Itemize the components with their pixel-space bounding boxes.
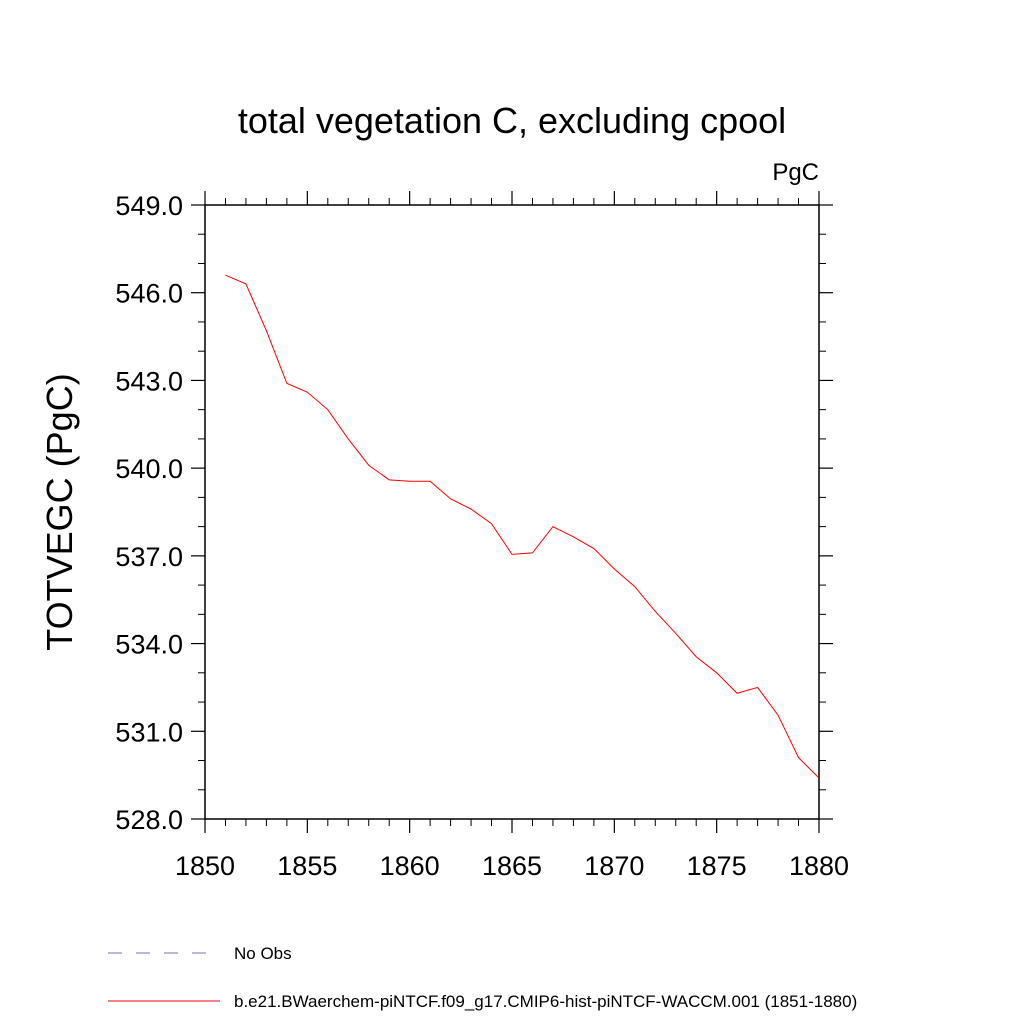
legend-label-no-obs: No Obs xyxy=(234,944,292,963)
series-layer xyxy=(225,274,820,779)
y-tick-label: 537.0 xyxy=(115,542,183,572)
chart-title: total vegetation C, excluding cpool xyxy=(238,100,786,141)
x-tick-label: 1870 xyxy=(584,851,644,881)
x-tick-label: 1880 xyxy=(789,851,849,881)
y-tick-label: 549.0 xyxy=(115,191,183,221)
x-tick-label: 1850 xyxy=(175,851,235,881)
series-line-0 xyxy=(225,274,820,779)
x-tick-label: 1865 xyxy=(482,851,542,881)
x-tick-label: 1855 xyxy=(277,851,337,881)
y-tick-label: 534.0 xyxy=(115,630,183,660)
y-tick-label: 531.0 xyxy=(115,717,183,747)
y-tick-label: 528.0 xyxy=(115,805,183,835)
y-axis-label: TOTVEGC (PgC) xyxy=(39,373,80,650)
y-tick-labels: 528.0 531.0 534.0 537.0 540.0 543.0 546.0 549.0 xyxy=(115,191,183,835)
axis-ticks xyxy=(191,191,833,833)
y-tick-label: 540.0 xyxy=(115,454,183,484)
units-label: PgC xyxy=(772,159,819,186)
x-tick-label: 1875 xyxy=(687,851,747,881)
y-tick-label: 543.0 xyxy=(115,366,183,396)
legend-label-model: b.e21.BWaerchem-piNTCF.f09_g17.CMIP6-his… xyxy=(234,992,857,1011)
plot-area xyxy=(204,204,820,820)
y-tick-label: 546.0 xyxy=(115,279,183,309)
x-tick-labels: 1850 1855 1860 1865 1870 1875 1880 xyxy=(175,851,849,881)
legend: No Obs b.e21.BWaerchem-piNTCF.f09_g17.CM… xyxy=(108,944,857,1011)
x-tick-label: 1860 xyxy=(380,851,440,881)
